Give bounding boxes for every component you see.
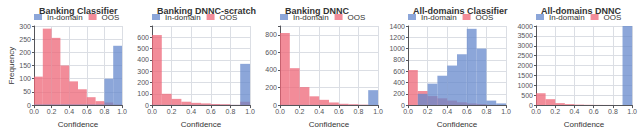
svg-text:All-domains Classifier: All-domains Classifier [413, 6, 508, 16]
svg-text:800: 800 [393, 56, 405, 63]
svg-text:0: 0 [273, 101, 277, 109]
svg-text:800: 800 [265, 31, 277, 38]
svg-text:0.2: 0.2 [423, 108, 433, 115]
svg-text:600: 600 [265, 49, 277, 56]
svg-text:3500: 3500 [517, 32, 533, 39]
svg-text:In-domain: In-domain [421, 12, 457, 22]
svg-text:Confidence: Confidence [437, 120, 478, 129]
svg-text:0.8: 0.8 [226, 108, 236, 115]
svg-text:0.2: 0.2 [47, 108, 57, 115]
svg-text:0.0: 0.0 [29, 108, 39, 115]
svg-text:0.8: 0.8 [100, 108, 110, 115]
svg-text:0.4: 0.4 [442, 108, 452, 115]
svg-text:0.4: 0.4 [64, 108, 74, 115]
svg-text:600: 600 [137, 34, 149, 41]
svg-text:0: 0 [401, 101, 405, 109]
svg-text:1500: 1500 [517, 72, 533, 79]
svg-text:Frequency: Frequency [7, 47, 16, 85]
svg-text:250: 250 [19, 36, 31, 43]
svg-text:3000: 3000 [517, 42, 533, 49]
svg-text:1.0: 1.0 [245, 108, 255, 115]
svg-text:0.0: 0.0 [147, 108, 157, 115]
svg-text:150: 150 [19, 62, 31, 69]
svg-text:400: 400 [265, 66, 277, 73]
svg-text:100: 100 [19, 75, 31, 82]
svg-text:Confidence: Confidence [564, 120, 605, 129]
svg-text:Confidence: Confidence [58, 120, 99, 129]
svg-text:0.0: 0.0 [403, 108, 413, 115]
svg-text:1000: 1000 [517, 82, 533, 89]
svg-text:1.0: 1.0 [627, 108, 637, 115]
svg-text:200: 200 [137, 79, 149, 86]
svg-text:0.6: 0.6 [206, 108, 216, 115]
svg-text:400: 400 [393, 79, 405, 86]
svg-text:300: 300 [137, 68, 149, 75]
svg-text:0: 0 [145, 101, 149, 109]
svg-text:0.6: 0.6 [82, 108, 92, 115]
svg-text:OOS: OOS [603, 12, 622, 22]
svg-text:0.6: 0.6 [462, 108, 472, 115]
svg-text:0.8: 0.8 [354, 108, 364, 115]
svg-text:OOS: OOS [101, 12, 120, 22]
svg-text:600: 600 [393, 68, 405, 75]
svg-text:OOS: OOS [348, 13, 366, 22]
svg-text:0.0: 0.0 [531, 108, 541, 115]
svg-text:Confidence: Confidence [309, 120, 350, 129]
svg-text:0.6: 0.6 [589, 108, 599, 115]
svg-text:0.8: 0.8 [608, 108, 618, 115]
svg-text:500: 500 [521, 92, 533, 99]
svg-text:50: 50 [23, 88, 31, 95]
svg-text:In-domain: In-domain [549, 12, 585, 22]
svg-text:In-domain: In-domain [165, 12, 201, 22]
svg-text:1000: 1000 [389, 45, 405, 52]
svg-text:500: 500 [137, 45, 149, 52]
svg-text:1.0: 1.0 [373, 108, 383, 115]
svg-text:1400: 1400 [389, 23, 405, 30]
svg-text:2000: 2000 [517, 62, 533, 69]
svg-text:Banking DNNC-scratch: Banking DNNC-scratch [157, 6, 256, 16]
svg-text:Banking Classifier: Banking Classifier [39, 6, 118, 16]
svg-text:0.2: 0.2 [550, 108, 560, 115]
svg-text:0.6: 0.6 [334, 108, 344, 115]
svg-text:OOS: OOS [475, 12, 494, 22]
svg-text:0: 0 [27, 101, 31, 109]
svg-text:In-domain: In-domain [47, 12, 83, 22]
svg-text:0.4: 0.4 [570, 108, 580, 115]
svg-text:OOS: OOS [219, 12, 238, 22]
svg-text:100: 100 [137, 90, 149, 97]
svg-text:Banking DNNC: Banking DNNC [285, 6, 350, 16]
svg-text:In-domain: In-domain [293, 12, 329, 22]
svg-text:1.0: 1.0 [117, 108, 127, 115]
svg-text:1200: 1200 [389, 34, 405, 41]
svg-text:300: 300 [19, 23, 31, 30]
svg-text:0.4: 0.4 [314, 108, 324, 115]
svg-text:0: 0 [529, 101, 533, 109]
svg-text:4000: 4000 [517, 23, 533, 30]
svg-text:0.0: 0.0 [275, 108, 285, 115]
svg-text:200: 200 [19, 49, 31, 56]
svg-text:1.0: 1.0 [501, 108, 511, 115]
svg-text:0.4: 0.4 [186, 108, 196, 115]
svg-text:0.2: 0.2 [167, 108, 177, 115]
svg-text:200: 200 [393, 90, 405, 97]
svg-text:2500: 2500 [517, 52, 533, 59]
svg-text:0.8: 0.8 [482, 108, 492, 115]
svg-text:0.2: 0.2 [295, 108, 305, 115]
svg-text:All-domains DNNC: All-domains DNNC [541, 6, 622, 16]
svg-text:Confidence: Confidence [181, 120, 222, 129]
svg-text:200: 200 [265, 84, 277, 91]
svg-text:400: 400 [137, 56, 149, 63]
